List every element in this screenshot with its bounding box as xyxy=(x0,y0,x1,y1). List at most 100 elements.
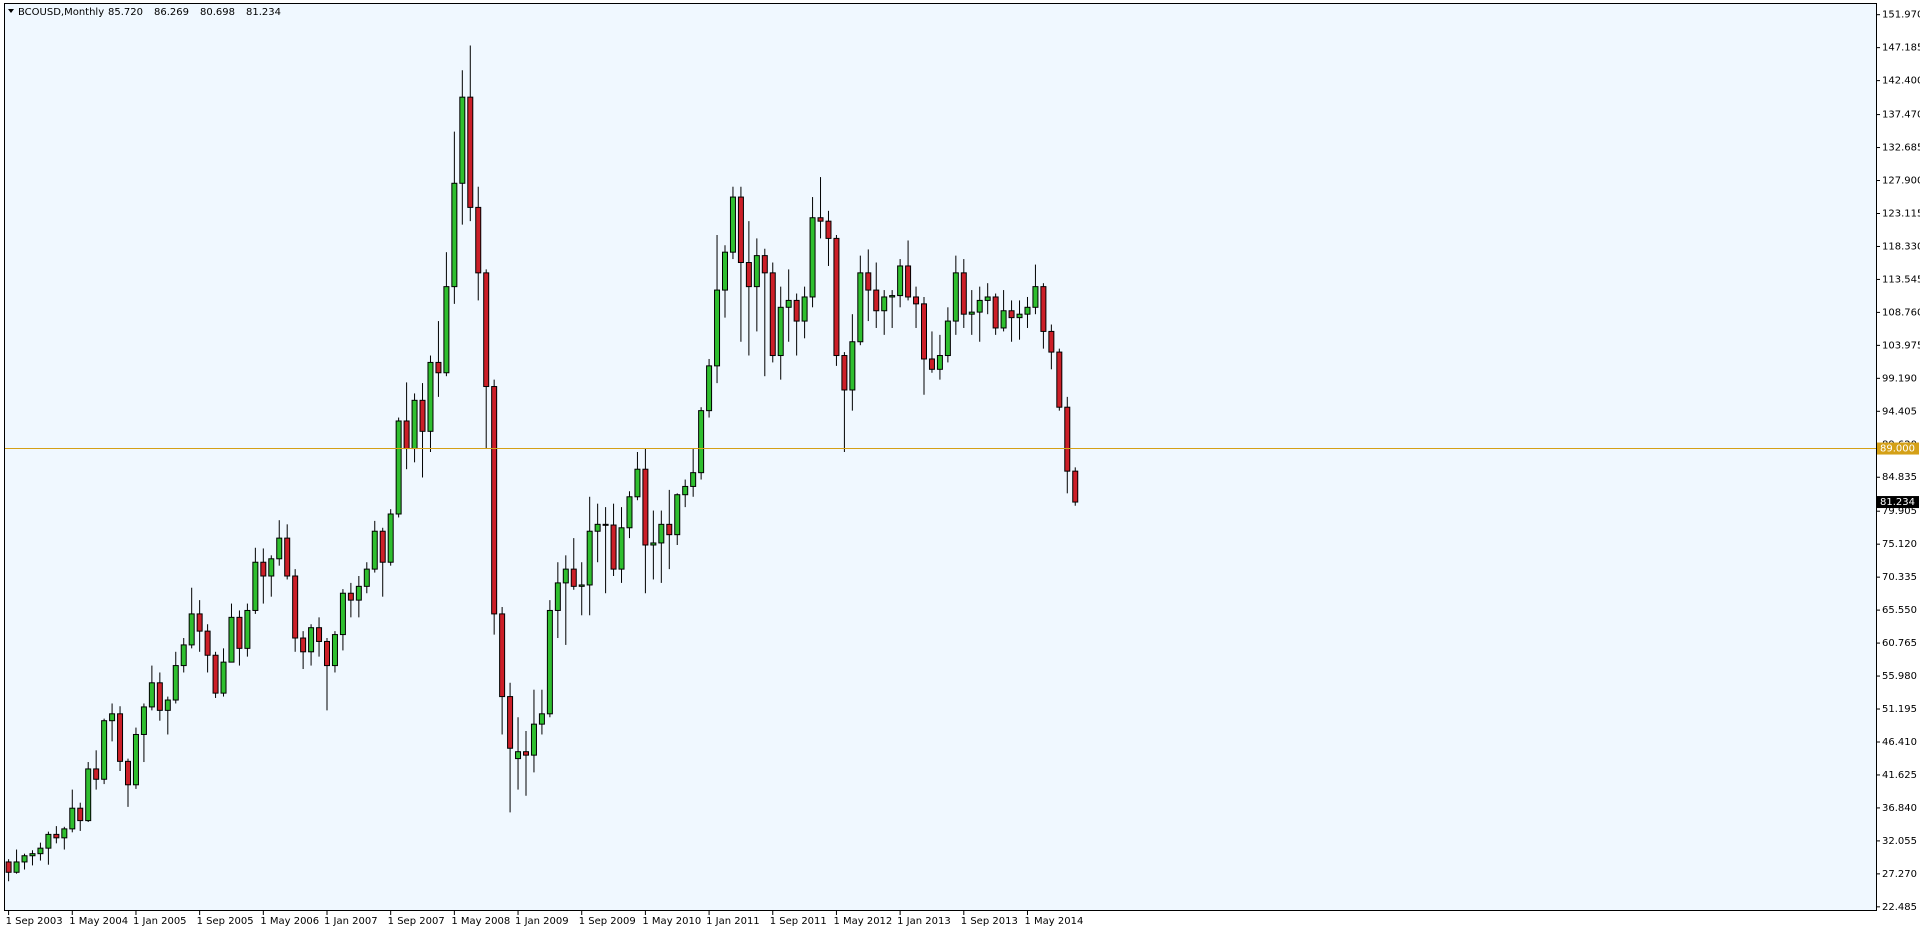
candle-body xyxy=(21,855,28,863)
y-tick-label: 65.550 xyxy=(1882,605,1917,616)
candle-body xyxy=(483,272,490,388)
y-tick-label: 108.760 xyxy=(1882,307,1920,318)
candle-body xyxy=(944,320,951,357)
candle-body xyxy=(530,723,537,756)
candle-body xyxy=(435,361,442,374)
candle-body xyxy=(706,365,713,412)
x-tick-label: 1 Jan 2005 xyxy=(133,916,187,927)
y-tick-label: 27.270 xyxy=(1882,869,1917,880)
candle-body xyxy=(515,751,522,760)
candle-body xyxy=(849,341,856,391)
hline-tag-label: 89.000 xyxy=(1880,444,1915,455)
candle-body xyxy=(610,524,617,570)
candle-body xyxy=(1024,306,1031,315)
candle-body xyxy=(109,713,116,722)
header-price: 86.269 xyxy=(154,7,189,18)
candle-body xyxy=(164,699,171,711)
candle-body xyxy=(331,634,338,667)
candle-body xyxy=(1056,351,1063,408)
candle-body xyxy=(339,592,346,636)
x-tick-label: 1 Sep 2009 xyxy=(579,916,636,927)
candle-body xyxy=(936,355,943,370)
y-tick-label: 41.625 xyxy=(1882,770,1917,781)
candle-body xyxy=(5,861,12,873)
header-price: 85.720 xyxy=(108,7,143,18)
candle-body xyxy=(1000,310,1007,329)
candle-body xyxy=(29,853,36,857)
candle-body xyxy=(244,609,251,649)
candle-body xyxy=(491,386,498,615)
candle-body xyxy=(276,537,283,560)
candle-body xyxy=(45,833,52,849)
candle-body xyxy=(761,255,768,274)
candle-body xyxy=(690,472,697,487)
candle-body xyxy=(1064,406,1071,472)
symbol-label: BCOUSD,Monthly xyxy=(18,7,104,18)
candle-body xyxy=(793,299,800,322)
candle-body xyxy=(562,568,569,584)
y-tick-label: 51.195 xyxy=(1882,704,1917,715)
x-tick-label: 1 Jan 2007 xyxy=(324,916,378,927)
candle-body xyxy=(666,523,673,536)
candle-body xyxy=(69,807,76,830)
candle-body xyxy=(698,410,705,474)
candle-body xyxy=(85,768,92,822)
candle-body xyxy=(268,558,275,577)
candle-body xyxy=(594,523,601,532)
candle-body xyxy=(578,584,585,587)
candle-body xyxy=(13,861,20,873)
x-tick-label: 1 Sep 2013 xyxy=(961,916,1018,927)
candle-body xyxy=(881,296,888,312)
candle-body xyxy=(284,537,291,577)
candle-body xyxy=(1048,330,1055,353)
candle-body xyxy=(889,295,896,298)
header-price: 81.234 xyxy=(246,7,281,18)
candle-body xyxy=(196,613,203,632)
x-tick-label: 1 May 2008 xyxy=(451,916,510,927)
y-tick-label: 79.905 xyxy=(1882,506,1917,517)
last-price-tag xyxy=(1877,496,1919,509)
candle-body xyxy=(363,568,370,587)
candle-body xyxy=(928,358,935,370)
candle-body xyxy=(570,568,577,587)
candle-body xyxy=(403,420,410,450)
candle-body xyxy=(905,265,912,298)
candle-body xyxy=(737,196,744,264)
menu-triangle xyxy=(8,9,14,13)
candle-body xyxy=(1016,313,1023,319)
candle-body xyxy=(1008,310,1015,319)
candle-body xyxy=(117,713,124,762)
candle-body xyxy=(976,299,983,313)
candle-body xyxy=(475,206,482,274)
candle-body xyxy=(1040,286,1047,332)
candle-body xyxy=(212,654,219,694)
y-tick-label: 151.970 xyxy=(1882,10,1920,21)
candle-body xyxy=(387,513,394,563)
candle-body xyxy=(642,468,649,546)
candle-body xyxy=(316,627,323,642)
y-tick-label: 127.900 xyxy=(1882,176,1920,187)
y-tick-label: 99.190 xyxy=(1882,373,1917,384)
candle-body xyxy=(841,355,848,391)
hline-tag xyxy=(1877,442,1919,455)
candle-body xyxy=(61,828,68,839)
candle-body xyxy=(602,523,609,526)
y-tick-label: 46.410 xyxy=(1882,737,1917,748)
candle-body xyxy=(204,630,211,656)
candle-body xyxy=(101,720,108,780)
candle-body xyxy=(897,265,904,297)
candle-body xyxy=(952,272,959,322)
y-tick-label: 22.485 xyxy=(1882,902,1917,913)
candle-body xyxy=(156,682,163,711)
candle-body xyxy=(77,807,84,822)
candle-body xyxy=(769,272,776,357)
y-tick-label: 75.120 xyxy=(1882,539,1917,550)
candle-body xyxy=(188,613,195,646)
y-tick-label: 60.765 xyxy=(1882,638,1917,649)
candle-body xyxy=(650,542,657,546)
y-tick-label: 123.115 xyxy=(1882,208,1920,219)
y-tick-label: 132.685 xyxy=(1882,143,1920,154)
candle-body xyxy=(626,496,633,529)
candle-body xyxy=(857,272,864,343)
